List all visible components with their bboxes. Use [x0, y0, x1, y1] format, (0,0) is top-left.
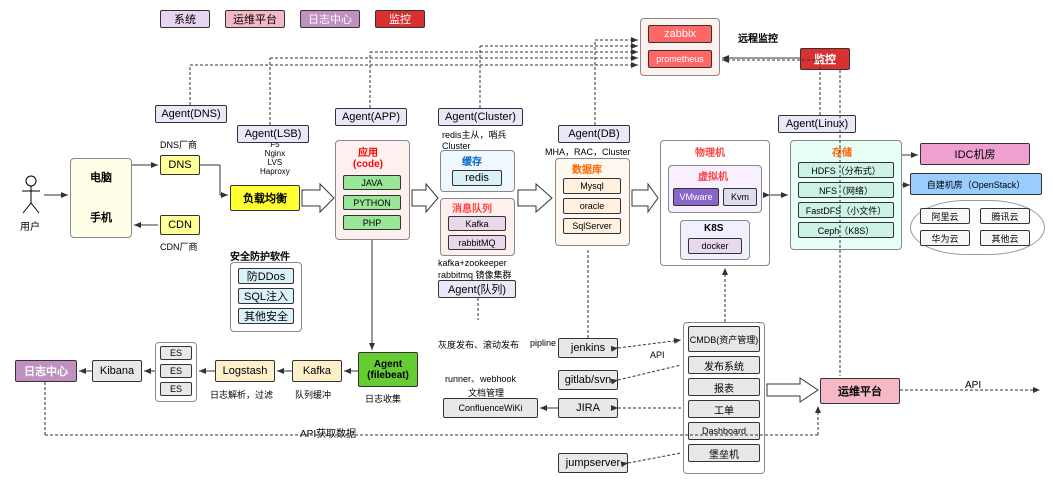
api-1: API	[650, 350, 665, 360]
api-2: API	[965, 380, 981, 391]
dns-box: DNS	[160, 155, 200, 175]
cicd-pipeline: pipline	[530, 338, 556, 348]
mon-zabbix: zabbix	[648, 25, 712, 43]
cache-sub: redis主从，哨兵 Cluster	[442, 128, 507, 151]
k8s-title: K8S	[704, 223, 723, 234]
cicd-runner: runner、webhook	[445, 372, 516, 385]
security-ddos: 防DDos	[238, 268, 294, 284]
agent-cluster: Agent(Cluster)	[438, 108, 523, 126]
cicd-wiki: ConfluenceWiKi	[443, 398, 538, 418]
log-kafka: Kafka	[292, 360, 342, 382]
db-mysql: Mysql	[563, 178, 621, 194]
es-2: ES	[160, 364, 192, 378]
mon-remote: 远程监控	[738, 30, 778, 45]
cache-redis: redis	[452, 170, 502, 186]
app-php: PHP	[343, 215, 401, 230]
cicd-doc: 文档管理	[468, 386, 504, 399]
db-title: 数据库	[572, 161, 602, 176]
es-3: ES	[160, 382, 192, 396]
storage-nfs: NFS（网络）	[798, 182, 894, 198]
storage-fastdfs: FastDFS（小文件）	[798, 202, 894, 218]
connectors	[0, 0, 1053, 500]
es-1: ES	[160, 346, 192, 360]
agent-lsb: Agent(LSB)	[237, 125, 309, 143]
idc-box: IDC机房	[920, 143, 1030, 165]
mq-title: 消息队列	[452, 200, 492, 215]
app-java: JAVA	[343, 175, 401, 190]
db-sqlserver: SqlServer	[563, 218, 621, 234]
lb-box: 负载均衡	[230, 185, 300, 211]
vm-kvm: Kvm	[723, 188, 757, 206]
security-other: 其他安全	[238, 308, 294, 324]
log-filebeat: Agent (filebeat)	[358, 352, 418, 387]
cloud-2: 华为云	[920, 230, 970, 246]
cmdb-0: CMDB(资产管理)	[688, 326, 760, 352]
api-data: API获取数据	[300, 425, 356, 440]
cmdb-4: Dashboard	[688, 422, 760, 440]
device-mobile: 手机	[78, 205, 124, 229]
cicd-gitlab: gitlab/svn	[558, 370, 618, 390]
mq-kafka: Kafka	[448, 216, 506, 231]
agent-app: Agent(APP)	[335, 108, 407, 126]
cloud-3: 其他云	[980, 230, 1030, 246]
security-sql: SQL注入	[238, 288, 294, 304]
storage-ceph: Ceph（K8S）	[798, 222, 894, 238]
legend-ops: 运维平台	[225, 10, 285, 28]
agent-linux: Agent(Linux)	[778, 115, 856, 133]
db-sub: MHA，RAC，Cluster	[545, 145, 631, 158]
device-pc: 电脑	[78, 165, 124, 189]
user-label: 用户	[20, 218, 40, 233]
cicd-jenkins: jenkins	[558, 338, 618, 358]
self-build: 自建机房（OpenStack）	[910, 173, 1042, 195]
cmdb-5: 堡垒机	[688, 444, 760, 462]
log-collect: 日志收集	[365, 392, 401, 405]
mq-rabbit: rabbitMQ	[448, 235, 506, 250]
ops-platform: 运维平台	[820, 378, 900, 404]
cmdb-3: 工单	[688, 400, 760, 418]
storage-title: 存储	[832, 144, 852, 159]
cache-title: 缓存	[462, 153, 482, 168]
cdn-vendor: CDN厂商	[160, 240, 198, 253]
agent-db: Agent(DB)	[558, 125, 630, 143]
log-buffer: 队列缓冲	[295, 388, 331, 401]
vm-vmware: VMware	[673, 188, 719, 206]
cloud-1: 腾讯云	[980, 208, 1030, 224]
security-title: 安全防护软件	[230, 248, 290, 263]
mon-monitor: 监控	[800, 48, 850, 70]
storage-hdfs: HDFS（分布式）	[798, 162, 894, 178]
log-center: 日志中心	[15, 360, 77, 382]
vm-title: 虚拟机	[698, 168, 728, 183]
cicd-jump: jumpserver	[558, 453, 628, 473]
mq-note: kafka+zookeeper rabbitmq 镜像集群	[438, 258, 512, 281]
phys-title: 物理机	[695, 144, 725, 159]
k8s-docker: docker	[688, 238, 742, 254]
cicd-gray: 灰度发布、滚动发布	[438, 338, 519, 351]
cicd-jira: JIRA	[558, 398, 618, 418]
agent-dns: Agent(DNS)	[155, 105, 227, 123]
log-parse: 日志解析，过滤	[210, 388, 273, 401]
agent-queue: Agent(队列)	[438, 280, 516, 298]
mon-prometheus: prometheus	[648, 50, 712, 68]
log-kibana: Kibana	[92, 360, 142, 382]
legend-system: 系统	[160, 10, 210, 28]
cmdb-1: 发布系统	[688, 356, 760, 374]
legend-monitor: 监控	[375, 10, 425, 28]
legend-log: 日志中心	[300, 10, 360, 28]
db-oracle: oracle	[563, 198, 621, 214]
cdn-box: CDN	[160, 215, 200, 235]
app-title: 应用 (code)	[353, 144, 383, 170]
dns-vendor: DNS厂商	[160, 138, 197, 151]
log-logstash: Logstash	[215, 360, 275, 382]
cloud-0: 阿里云	[920, 208, 970, 224]
app-python: PYTHON	[343, 195, 401, 210]
lb-tech: F5 Nginx LVS Haproxy	[260, 140, 290, 176]
cmdb-2: 报表	[688, 378, 760, 396]
